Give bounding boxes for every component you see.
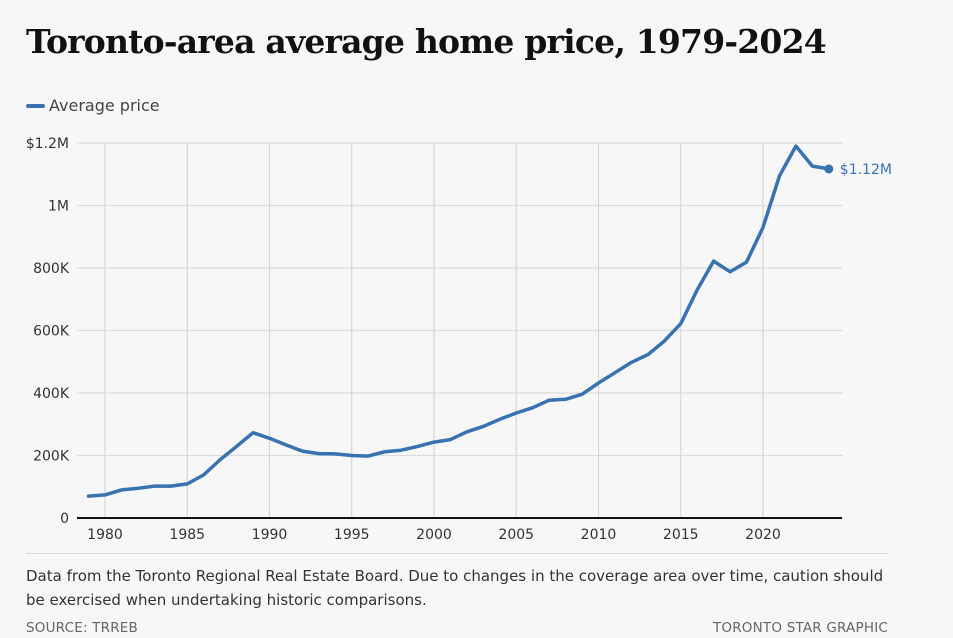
footer-divider — [26, 553, 888, 554]
y-tick-label: 1M — [48, 199, 69, 215]
footnote: Data from the Toronto Regional Real Esta… — [26, 567, 884, 609]
y-tick-label: 0 — [60, 511, 69, 527]
y-gridlines — [77, 142, 842, 457]
x-tick-label: 1980 — [87, 527, 123, 543]
x-gridlines — [104, 143, 764, 518]
credit-label: TORONTO STAR GRAPHIC — [712, 620, 888, 636]
x-tick-label: 2005 — [498, 527, 534, 543]
x-tick-label: 1985 — [169, 527, 205, 543]
y-tick-label: 400K — [33, 386, 70, 402]
x-axis-labels: 1980 1985 1990 1995 2000 2005 2010 2015 2020 — [87, 527, 781, 543]
x-tick-label: 2020 — [745, 527, 781, 543]
end-point-marker — [824, 164, 834, 174]
x-tick-label: 1995 — [334, 527, 370, 543]
x-tick-label: 2000 — [416, 527, 452, 543]
end-point-label: $1.12M — [840, 162, 892, 178]
y-tick-label: 200K — [33, 449, 70, 465]
legend-label-average-price: Average price — [49, 96, 160, 115]
chart-title: Toronto-area average home price, 1979-20… — [26, 22, 827, 61]
series-line-average-price — [86, 144, 831, 498]
source-label: SOURCE: TRREB — [26, 620, 138, 636]
y-tick-label: 600K — [33, 324, 70, 340]
legend: Average price — [26, 96, 160, 115]
x-tick-label: 1990 — [252, 527, 288, 543]
x-tick-label: 2015 — [663, 527, 699, 543]
legend-swatch-average-price — [26, 103, 45, 108]
y-tick-label: 800K — [33, 261, 70, 277]
x-tick-label: 2010 — [581, 527, 617, 543]
y-tick-label: $1.2M — [26, 136, 69, 152]
y-axis-labels: 0 200K 400K 600K 800K 1M $1.2M — [26, 136, 70, 527]
